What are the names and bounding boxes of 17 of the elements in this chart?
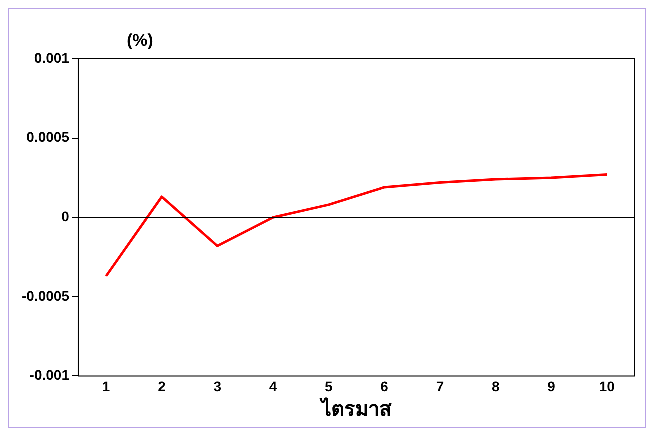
x-tick-label: 1 [102, 378, 110, 394]
x-tick-label: 10 [599, 378, 616, 394]
y-tick-label: -0.001 [30, 367, 70, 384]
y-axis-title: (%) [127, 31, 154, 51]
y-tick-label: -0.0005 [22, 288, 70, 304]
x-axis-title: ไตรมาส [320, 397, 393, 422]
y-tick-label: 0.001 [34, 50, 70, 66]
x-tick-label: 8 [492, 378, 500, 394]
x-tick-label: 2 [158, 378, 166, 394]
x-tick-label: 4 [269, 378, 278, 394]
x-tick-label: 7 [436, 378, 444, 394]
x-tick-label: 3 [214, 378, 222, 394]
x-tick-label: 5 [325, 378, 334, 394]
y-tick-label: 0.0005 [26, 129, 70, 146]
y-tick-label: 0 [62, 208, 70, 224]
x-tick-label: 9 [548, 378, 556, 394]
x-tick-label: 6 [380, 378, 389, 394]
